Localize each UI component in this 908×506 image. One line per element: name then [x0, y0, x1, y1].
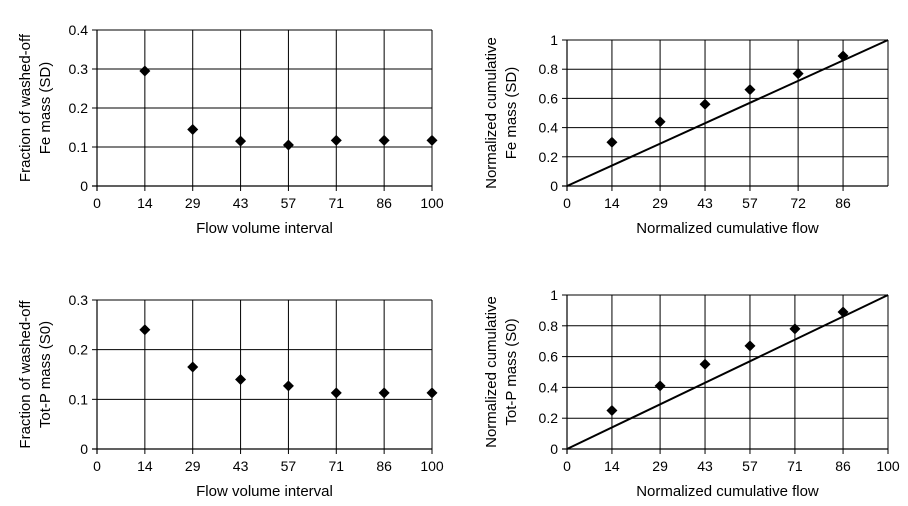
y-axis-label-line: Normalized cumulative: [483, 37, 500, 189]
data-point: [330, 387, 342, 399]
y-axis-label-line: Tot-P mass (S0): [37, 321, 54, 428]
y-tick-label: 0.6: [539, 349, 559, 365]
x-tick-label: 29: [185, 195, 201, 211]
x-tick-label: 29: [185, 458, 201, 474]
x-tick-label: 86: [376, 195, 392, 211]
x-tick-label: 43: [233, 195, 249, 211]
y-tick-label: 0.6: [539, 90, 559, 106]
x-tick-label: 57: [742, 458, 758, 474]
x-tick-label: 72: [790, 195, 806, 211]
y-tick-label: 0.4: [69, 22, 89, 38]
one-to-one-line: [566, 39, 889, 187]
x-tick-label: 71: [787, 458, 803, 474]
x-tick-label: 57: [281, 195, 297, 211]
y-tick-label: 0: [550, 441, 558, 457]
y-tick-label: 1: [550, 32, 558, 48]
y-tick-label: 1: [550, 287, 558, 303]
y-tick-label: 0: [550, 178, 558, 194]
chart-3: 0 0.1 0.2 0.3 0 14 29 43 57 71 86 100 Flow volume in…: [17, 292, 444, 500]
x-tick-label: 0: [563, 195, 571, 211]
x-tick-label: 14: [137, 458, 153, 474]
x-tick-label: 29: [652, 458, 668, 474]
x-tick-label: 43: [697, 458, 713, 474]
data-point: [330, 134, 342, 146]
x-tick-label: 29: [652, 195, 668, 211]
y-axis-label-line: Tot-P mass (S0): [503, 318, 520, 425]
y-axis-label-line: Normalized cumulative: [483, 296, 500, 448]
y-tick-label: 0.1: [69, 139, 89, 155]
x-tick-label: 0: [93, 195, 101, 211]
y-tick-label: 0.4: [539, 120, 559, 136]
data-point: [378, 134, 390, 146]
data-point: [792, 68, 804, 80]
x-tick-label: 0: [93, 458, 101, 474]
data-point: [282, 380, 294, 392]
y-tick-label: 0: [80, 178, 88, 194]
data-point: [699, 98, 711, 110]
x-tick-label: 71: [328, 195, 344, 211]
data-point: [187, 123, 199, 135]
y-tick-label: 0.2: [69, 100, 89, 116]
x-axis-label: Normalized cumulative flow: [636, 483, 819, 500]
y-tick-label: 0.2: [69, 342, 89, 358]
y-axis-label-line: Fe mass (SD): [503, 67, 520, 160]
y-tick-label: 0.1: [69, 391, 89, 407]
data-point: [606, 405, 618, 416]
y-tick-label: 0.4: [539, 379, 559, 395]
data-point: [699, 358, 711, 370]
data-point: [654, 380, 666, 392]
x-tick-label: 86: [376, 458, 392, 474]
x-tick-label: 100: [876, 458, 900, 474]
data-point: [426, 387, 438, 399]
x-tick-label: 14: [604, 458, 620, 474]
data-point: [139, 65, 151, 77]
data-point: [426, 134, 438, 146]
x-axis-label: Flow volume interval: [196, 220, 333, 237]
y-axis-label-line: Fraction of washed-off: [17, 33, 34, 182]
x-tick-label: 86: [835, 458, 851, 474]
data-point: [235, 373, 247, 385]
y-tick-label: 0.8: [539, 318, 559, 334]
y-tick-label: 0.8: [539, 61, 559, 77]
data-point: [837, 306, 849, 318]
x-tick-label: 57: [742, 195, 758, 211]
y-tick-label: 0.3: [69, 61, 89, 77]
data-point: [744, 340, 756, 352]
x-axis-label: Flow volume interval: [196, 483, 333, 500]
data-point: [139, 324, 151, 336]
x-tick-label: 100: [420, 195, 444, 211]
x-axis-label: Normalized cumulative flow: [636, 220, 819, 237]
data-point: [606, 136, 618, 148]
y-tick-label: 0.2: [539, 149, 559, 165]
x-tick-label: 43: [233, 458, 249, 474]
x-tick-label: 100: [420, 458, 444, 474]
y-tick-label: 0: [80, 441, 88, 457]
data-point: [837, 50, 849, 62]
data-point: [654, 116, 666, 128]
data-point: [187, 361, 199, 373]
y-tick-label: 0.3: [69, 292, 89, 308]
x-tick-label: 86: [835, 195, 851, 211]
data-point: [378, 387, 390, 399]
x-tick-label: 14: [137, 195, 153, 211]
data-point: [744, 84, 756, 96]
x-tick-label: 57: [281, 458, 297, 474]
chart-2: 0 0.2 0.4 0.6 0.8 1 0 14 29 43 57 72 86 Normalized cu…: [483, 32, 889, 237]
data-point: [235, 135, 247, 147]
chart-4: 0 0.2 0.4 0.6 0.8 1 0 14 29 43 57 71 86 100 Normalized…: [483, 287, 900, 500]
x-tick-label: 14: [604, 195, 620, 211]
y-axis-label-line: Fe mass (SD): [37, 62, 54, 155]
data-point: [789, 323, 801, 335]
chart-1: 0 0.1 0.2 0.3 0.4 0 14 29 43 57 71 86 100 Flow volume…: [17, 22, 444, 237]
x-tick-label: 0: [563, 458, 571, 474]
one-to-one-line: [566, 294, 889, 450]
y-tick-label: 0.2: [539, 410, 559, 426]
x-tick-label: 43: [697, 195, 713, 211]
x-tick-label: 71: [328, 458, 344, 474]
data-point: [282, 139, 294, 151]
y-axis-label-line: Fraction of washed-off: [17, 300, 34, 449]
